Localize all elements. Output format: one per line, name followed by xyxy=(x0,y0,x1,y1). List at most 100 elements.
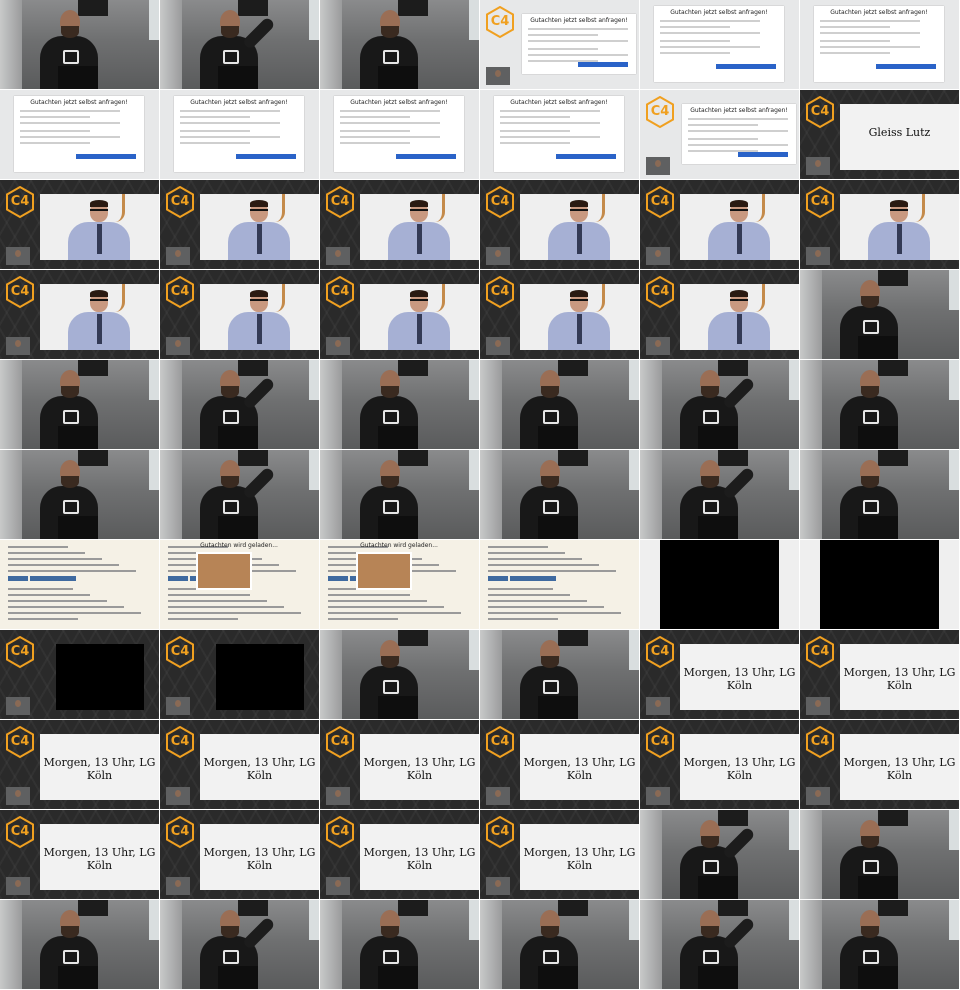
morgen-title: Morgen, 13 Uhr, LG Köln xyxy=(363,756,476,782)
form-line xyxy=(688,150,758,152)
ceiling-speaker xyxy=(878,450,908,466)
c4-logo-text: C4 xyxy=(490,734,510,749)
speaker-inset-head xyxy=(15,880,21,887)
thumbnail-tile: C4 Morgen, 13 Uhr, LG Köln xyxy=(800,630,959,719)
ceiling-speaker xyxy=(398,630,428,646)
request-button xyxy=(738,152,788,157)
thumbnail-tile: C4 xyxy=(0,270,159,359)
speaker-beard xyxy=(381,656,399,668)
form-line xyxy=(688,130,788,132)
c4-logo-text: C4 xyxy=(170,824,190,839)
laptop xyxy=(858,876,898,899)
ceiling-speaker xyxy=(878,270,908,286)
c4-logo-icon: C4 xyxy=(166,636,194,668)
curtain xyxy=(640,450,662,539)
c4-logo-icon: C4 xyxy=(646,726,674,758)
curtain xyxy=(480,630,502,719)
loading-title: Gutachten wird geladen... xyxy=(360,542,438,549)
shirt-logo-icon xyxy=(383,500,399,514)
photo-panel xyxy=(40,284,159,350)
shirt-logo-icon xyxy=(543,410,559,424)
window xyxy=(949,270,959,310)
form-title: Gutachten jetzt selbst anfragen! xyxy=(670,9,768,16)
ceiling-speaker xyxy=(398,450,428,466)
person-tie xyxy=(737,224,742,254)
form-line xyxy=(500,142,570,144)
doc-line xyxy=(168,606,284,608)
c4-logo-text: C4 xyxy=(650,284,670,299)
speaker-inset xyxy=(6,337,30,355)
laptop xyxy=(378,426,418,449)
thumbnail-tile xyxy=(160,360,319,449)
thumbnail-tile: Gutachten jetzt selbst anfragen! xyxy=(800,0,959,89)
speaker-beard xyxy=(61,926,79,938)
slide-panel: Morgen, 13 Uhr, LG Köln xyxy=(40,824,159,890)
person-hair xyxy=(250,200,268,207)
person-head xyxy=(250,292,268,312)
doc-button xyxy=(168,576,188,581)
puppet-string xyxy=(110,284,125,312)
form-line xyxy=(820,32,920,34)
thumbnail-tile: C4 xyxy=(640,180,799,269)
laptop xyxy=(218,66,258,89)
curtain xyxy=(160,0,182,89)
doc-line xyxy=(8,594,90,596)
window xyxy=(469,630,479,670)
window xyxy=(309,450,319,490)
laptop xyxy=(378,696,418,719)
speaker-beard xyxy=(61,476,79,488)
c4-logo-icon: C4 xyxy=(326,816,354,848)
speaker-inset-head xyxy=(655,700,661,707)
thumbnail-tile: Gutachten jetzt selbst anfragen! xyxy=(640,0,799,89)
c4-logo-icon: C4 xyxy=(166,276,194,308)
c4-logo-icon: C4 xyxy=(326,726,354,758)
person-tie xyxy=(737,314,742,344)
form-line xyxy=(660,26,730,28)
shirt-logo-icon xyxy=(223,950,239,964)
slide-panel: Morgen, 13 Uhr, LG Köln xyxy=(200,824,319,890)
laptop xyxy=(378,516,418,539)
speaker-beard xyxy=(861,386,879,398)
raised-arm xyxy=(721,826,756,861)
form-card: Gutachten jetzt selbst anfragen! xyxy=(682,104,796,164)
person-hair xyxy=(250,290,268,297)
raised-arm xyxy=(241,16,276,51)
form-line xyxy=(500,122,600,124)
laptop xyxy=(858,426,898,449)
c4-logo-icon: C4 xyxy=(326,186,354,218)
loading-title: Gutachten wird geladen... xyxy=(200,542,278,549)
speaker-beard xyxy=(701,836,719,848)
form-line xyxy=(180,110,280,112)
curtain xyxy=(160,450,182,539)
laptop xyxy=(858,966,898,989)
shirt-logo-icon xyxy=(223,50,239,64)
speaker-inset-head xyxy=(175,340,181,347)
form-line xyxy=(820,46,920,48)
curtain xyxy=(640,360,662,449)
form-title: Gutachten jetzt selbst anfragen! xyxy=(510,99,608,106)
ceiling-speaker xyxy=(78,360,108,376)
speaker-beard xyxy=(861,296,879,308)
doc-button xyxy=(328,576,348,581)
request-button xyxy=(716,64,776,69)
thumbnail-tile: C4 Morgen, 13 Uhr, LG Köln xyxy=(0,720,159,809)
speaker-inset-head xyxy=(175,880,181,887)
form-line xyxy=(660,46,760,48)
c4-logo-icon: C4 xyxy=(6,726,34,758)
form-card: Gutachten jetzt selbst anfragen! xyxy=(334,96,464,172)
slide-panel: Morgen, 13 Uhr, LG Köln xyxy=(360,824,479,890)
speaker-beard xyxy=(701,476,719,488)
speaker-inset-head xyxy=(495,250,501,257)
morgen-title: Morgen, 13 Uhr, LG Köln xyxy=(523,846,636,872)
thumbnail-tile xyxy=(480,630,639,719)
shirt-logo-icon xyxy=(63,50,79,64)
thumbnail-tile: C4 xyxy=(0,630,159,719)
form-line xyxy=(528,48,598,50)
person-hair xyxy=(410,200,428,207)
form-title: Gutachten jetzt selbst anfragen! xyxy=(190,99,288,106)
speaker-beard xyxy=(221,386,239,398)
person-head xyxy=(570,202,588,222)
speaker-beard xyxy=(541,386,559,398)
speaker-inset xyxy=(646,787,670,805)
window xyxy=(949,900,959,940)
